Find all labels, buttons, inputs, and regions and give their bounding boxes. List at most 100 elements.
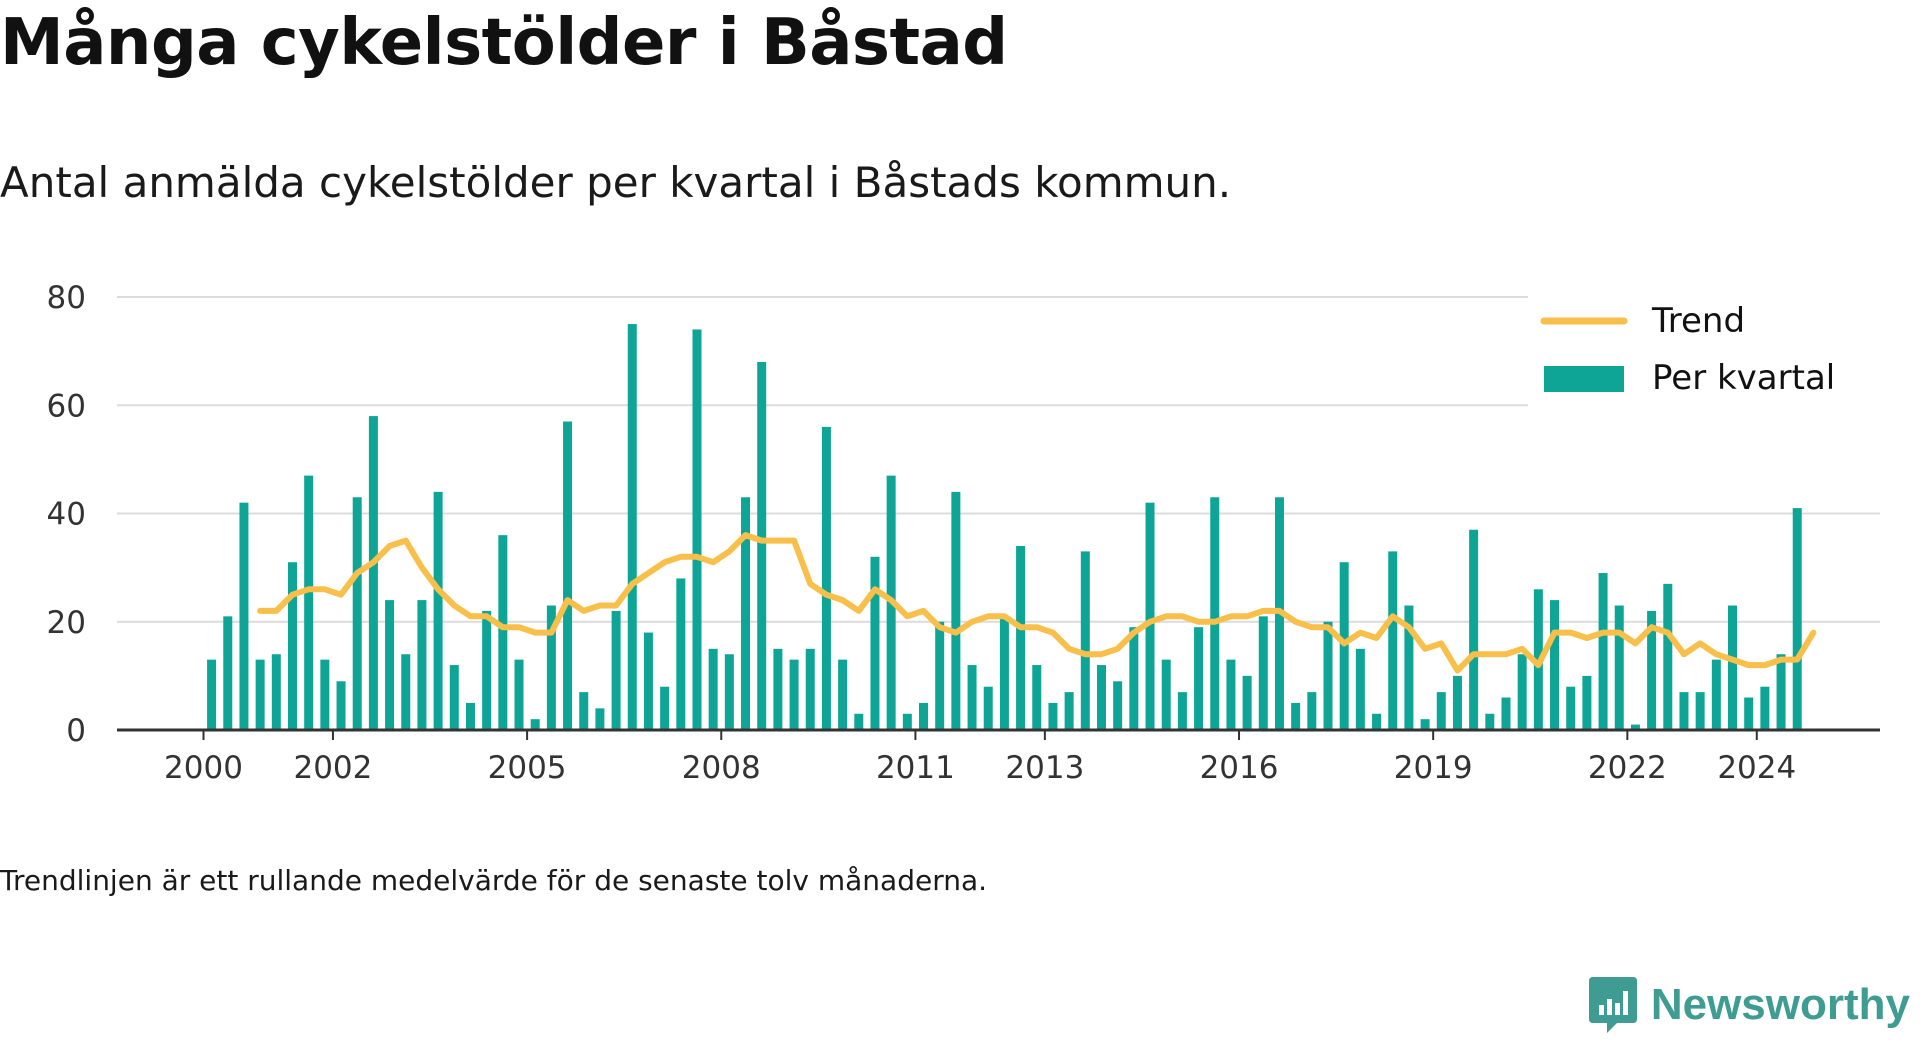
bar xyxy=(1064,692,1074,730)
x-tick-label: 2005 xyxy=(488,750,567,786)
x-tick-label: 2013 xyxy=(1005,750,1084,786)
bar xyxy=(1630,724,1640,730)
bar xyxy=(368,416,378,730)
bar xyxy=(1776,654,1786,730)
bar xyxy=(1404,605,1414,730)
y-tick-label: 20 xyxy=(47,605,86,641)
bar xyxy=(1695,692,1705,730)
bar xyxy=(951,491,961,730)
bar xyxy=(223,616,233,730)
bar xyxy=(352,497,362,730)
footnote: Trendlinjen är ett rullande medelvärde f… xyxy=(0,864,988,897)
bar xyxy=(207,659,217,730)
bar xyxy=(514,659,524,730)
bar xyxy=(1291,702,1301,730)
bar xyxy=(1210,497,1220,730)
bar xyxy=(1517,654,1527,730)
chart-subtitle: Antal anmälda cykelstölder per kvartal i… xyxy=(0,158,1232,207)
bar xyxy=(1582,675,1592,730)
x-tick-label: 2022 xyxy=(1588,750,1667,786)
bar xyxy=(676,578,686,730)
bar xyxy=(1161,659,1171,730)
bar xyxy=(854,713,864,730)
y-tick-label: 60 xyxy=(47,388,86,424)
bar xyxy=(1728,605,1738,730)
bar xyxy=(692,329,702,730)
x-tick-label: 2016 xyxy=(1200,750,1279,786)
bar xyxy=(1792,508,1802,730)
bar xyxy=(401,654,411,730)
bar xyxy=(902,713,912,730)
bar xyxy=(757,361,767,730)
bar xyxy=(1647,610,1657,730)
bar xyxy=(627,324,637,730)
bar xyxy=(1744,697,1754,730)
bar xyxy=(304,475,314,730)
y-tick-label: 80 xyxy=(47,280,86,316)
bar xyxy=(838,659,848,730)
bar xyxy=(579,692,589,730)
x-axis-tick-labels: 2000 2002 2005 2008 2011 2013 2016 2019 2022 2024 xyxy=(164,730,1796,786)
bar xyxy=(563,421,573,730)
brand-name: Newsworthy xyxy=(1650,980,1910,1029)
bar xyxy=(773,648,783,730)
bar xyxy=(805,648,815,730)
bar xyxy=(385,600,395,730)
bar xyxy=(741,497,751,730)
x-tick-label: 2008 xyxy=(682,750,761,786)
bar xyxy=(919,702,929,730)
bar xyxy=(1711,659,1721,730)
bar xyxy=(935,621,945,730)
bar xyxy=(660,686,670,730)
bar xyxy=(1080,551,1090,730)
bar xyxy=(287,562,297,730)
brand-logo: Newsworthy xyxy=(1587,975,1910,1035)
bar xyxy=(1420,719,1430,730)
bar xyxy=(708,648,718,730)
bar xyxy=(999,616,1009,730)
bar xyxy=(1113,681,1123,730)
bar xyxy=(870,556,880,730)
bar xyxy=(449,665,459,730)
bar xyxy=(967,665,977,730)
x-tick-label: 2024 xyxy=(1717,750,1796,786)
bar xyxy=(1372,713,1382,730)
trend-line xyxy=(257,532,1817,674)
bar xyxy=(433,491,443,730)
bar xyxy=(1485,713,1495,730)
x-tick-label: 2019 xyxy=(1394,750,1473,786)
bar xyxy=(1129,627,1139,730)
bar xyxy=(546,605,556,730)
bar xyxy=(336,681,346,730)
bar xyxy=(1226,659,1236,730)
bar xyxy=(595,708,605,730)
bar xyxy=(1663,583,1673,730)
bar xyxy=(1388,551,1398,730)
bar xyxy=(1145,502,1155,730)
bar xyxy=(417,600,427,730)
bar xyxy=(320,659,330,730)
bar xyxy=(1242,675,1252,730)
bar xyxy=(498,535,508,730)
bar xyxy=(482,610,492,730)
legend-label: Trend xyxy=(1651,301,1745,341)
bar xyxy=(1501,697,1511,730)
bar xyxy=(530,719,540,730)
bar xyxy=(1452,675,1462,730)
bar xyxy=(1760,686,1770,730)
bar xyxy=(1048,702,1058,730)
bar xyxy=(1194,627,1204,730)
bar xyxy=(1550,600,1560,730)
bar xyxy=(611,610,621,730)
bar xyxy=(821,426,831,730)
bar xyxy=(789,659,799,730)
newsworthy-logo-icon xyxy=(1588,977,1637,1033)
bar xyxy=(1598,573,1608,730)
bar xyxy=(1096,665,1106,730)
y-axis-tick-labels: 0 20 40 60 80 xyxy=(47,280,86,749)
bar xyxy=(239,502,249,730)
bar xyxy=(1436,692,1446,730)
bar xyxy=(1177,692,1187,730)
bar xyxy=(724,654,734,730)
